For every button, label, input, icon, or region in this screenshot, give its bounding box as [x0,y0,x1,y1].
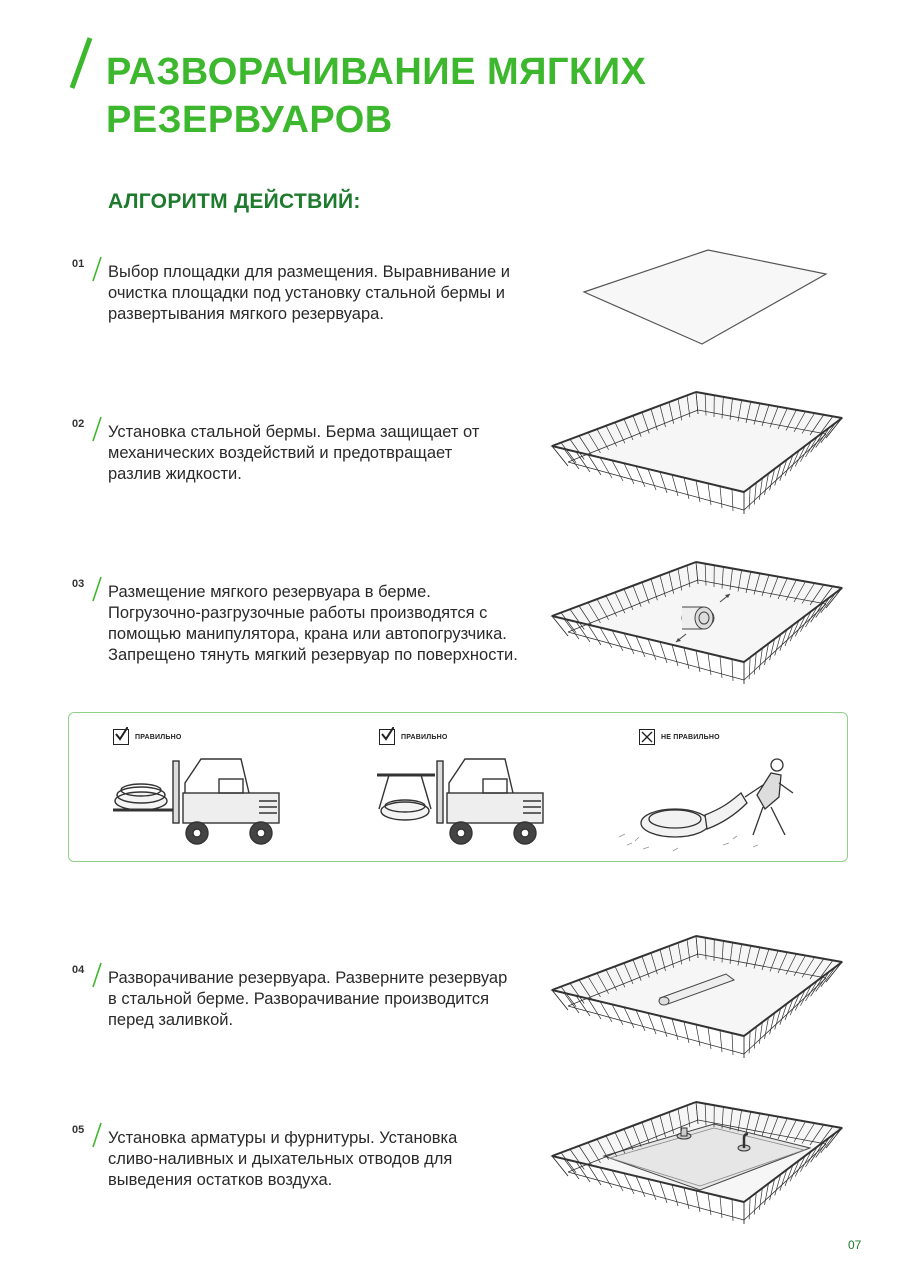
incorrect-label: НЕ ПРАВИЛЬНО [639,729,720,745]
correct-label-2: ПРАВИЛЬНО [379,727,447,745]
berm-wall [551,1101,843,1224]
steel-berm-illustration [550,391,844,514]
forklift-with-roll-illustration [113,758,280,845]
handling-panel: ПРАВИЛЬНО ПРАВИЛЬНО НЕ ПРАВИЛЬНО [68,712,848,862]
step-number: 01 [72,258,85,270]
step-number: 02 [72,418,85,430]
step-slash-icon [92,962,102,988]
step-number: 03 [72,578,85,590]
page-number: 07 [848,1238,862,1252]
site-plane-illustration [582,249,828,345]
tank-unrolling-illustration [550,935,844,1058]
berm-wall [551,391,843,514]
step-text: Разворачивание резервуара. Разверните ре… [108,969,508,1029]
step-text: Установка арматуры и фурнитуры. Установк… [108,1129,458,1189]
algorithm-heading: АЛГОРИТМ ДЕЙСТВИЙ: [108,190,361,213]
berm-wall [551,561,843,684]
berm-wall [551,935,843,1058]
breather-icon [737,1132,751,1152]
step-slash-icon [92,256,102,282]
step-text: Размещение мягкого резервуара в берме. По… [108,583,518,664]
man-dragging-tank-illustration [618,758,794,852]
step-text: Установка стальной бермы. Берма защищает… [108,423,480,483]
page-title-line1: РАЗВОРАЧИВАНИЕ МЯГКИХ [106,51,647,93]
unrolled-tank-icon [658,973,736,1006]
cross-icon [639,729,655,745]
step-text: Выбор площадки для размещения. Выравнива… [108,263,510,323]
tank-placement-illustration [550,561,844,684]
step-slash-icon [92,1122,102,1148]
fittings-installation-illustration [550,1101,844,1224]
fitting-icon [676,1127,692,1140]
check-icon [113,727,129,745]
page-title: РАЗВОРАЧИВАНИЕ МЯГКИХ РЕЗЕРВУАРОВ [106,48,646,144]
step-slash-icon [92,576,102,602]
title-slash-icon [69,37,93,89]
correct-label-1: ПРАВИЛЬНО [113,727,181,745]
filled-tank-icon [602,1123,812,1191]
step-number: 05 [72,1124,85,1136]
step-slash-icon [92,416,102,442]
check-icon [379,727,395,745]
forklift-with-sling-illustration [377,758,544,845]
page-title-line2: РЕЗЕРВУАРОВ [106,99,393,141]
rolled-tank-icon [675,593,731,643]
step-number: 04 [72,964,85,976]
